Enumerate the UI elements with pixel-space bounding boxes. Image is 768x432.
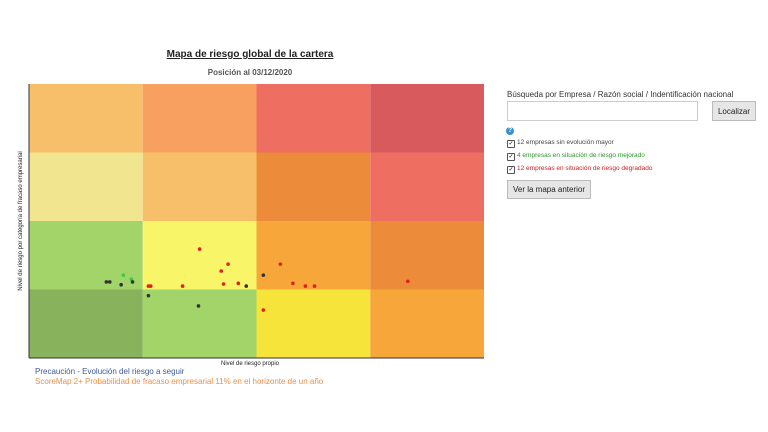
note: Precaución - Evolución del riesgo a segu… bbox=[35, 367, 185, 376]
risk-cell bbox=[370, 84, 484, 153]
risk-cell bbox=[370, 221, 484, 290]
search-label: Búsqueda por Empresa / Razón social / In… bbox=[507, 90, 734, 99]
company-point bbox=[226, 262, 230, 266]
risk-cell bbox=[256, 289, 371, 358]
previous-map-button[interactable]: Ver la mapa anterior bbox=[507, 180, 591, 199]
risk-cell bbox=[142, 84, 257, 153]
company-point bbox=[261, 308, 266, 312]
note: ScoreMap 2+ Probabilidad de fracaso empr… bbox=[35, 377, 324, 386]
checkbox[interactable]: ✓ bbox=[507, 153, 515, 161]
help-icon[interactable]: ? bbox=[506, 127, 514, 135]
company-point bbox=[121, 273, 126, 277]
risk-cell bbox=[256, 152, 371, 221]
company-point bbox=[129, 277, 134, 282]
risk-cell bbox=[256, 84, 371, 153]
locate-button[interactable]: Localizar bbox=[712, 101, 756, 121]
company-point bbox=[219, 269, 224, 273]
company-point bbox=[119, 282, 123, 287]
checkbox[interactable]: ✓ bbox=[507, 140, 515, 148]
company-point bbox=[196, 304, 201, 308]
company-point bbox=[146, 293, 151, 298]
risk-cell bbox=[370, 289, 484, 358]
risk-cell bbox=[29, 152, 143, 221]
company-point bbox=[278, 262, 283, 266]
search-input[interactable] bbox=[507, 101, 698, 121]
checkbox[interactable]: ✓ bbox=[507, 166, 515, 174]
company-point bbox=[197, 247, 202, 251]
company-point bbox=[221, 282, 226, 286]
filter-label: 12 empresas sin evolución mayor bbox=[517, 139, 614, 146]
company-point bbox=[104, 280, 109, 284]
company-point bbox=[291, 281, 295, 286]
risk-cell bbox=[142, 221, 257, 290]
x-label: Nivel de riesgo propio bbox=[221, 361, 280, 367]
risk-cell bbox=[370, 152, 484, 221]
company-point bbox=[303, 284, 308, 288]
filter-label: 12 empresas en situación de riesgo degra… bbox=[517, 165, 653, 172]
chart-title: Mapa de riesgo global de la cartera bbox=[167, 49, 334, 60]
company-point bbox=[180, 284, 185, 288]
risk-cell bbox=[29, 221, 143, 290]
risk-cell bbox=[142, 289, 257, 358]
filter-label: 4 empresas en situación de riesgo mejora… bbox=[517, 152, 645, 159]
company-point bbox=[312, 284, 317, 288]
company-point bbox=[261, 273, 266, 277]
risk-cell bbox=[142, 152, 257, 221]
risk-cell bbox=[29, 289, 143, 358]
company-point bbox=[244, 284, 249, 288]
company-point bbox=[236, 281, 241, 286]
risk-cell bbox=[29, 84, 143, 153]
risk-cell bbox=[256, 221, 371, 290]
company-point bbox=[130, 280, 135, 284]
chart-subtitle: Posición al 03/12/2020 bbox=[208, 68, 293, 77]
company-point bbox=[107, 280, 112, 284]
y-label: Nivel de riesgo por categoría de fracaso… bbox=[18, 151, 24, 290]
company-point bbox=[148, 284, 153, 288]
company-point bbox=[405, 279, 410, 284]
